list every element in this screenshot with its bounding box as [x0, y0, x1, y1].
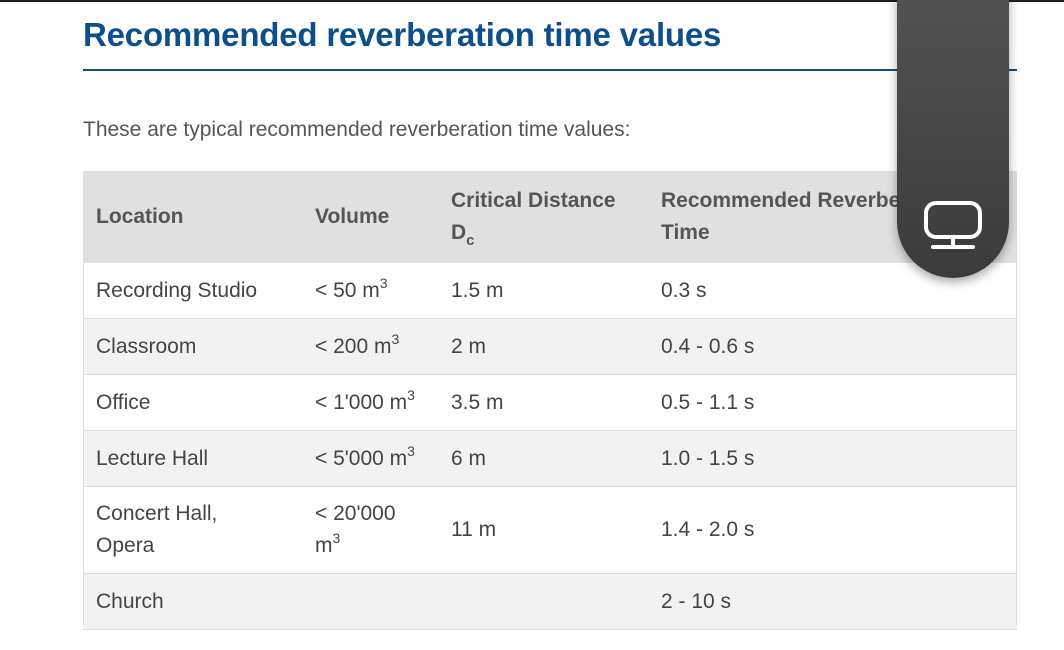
cell-location: Recording Studio: [83, 263, 302, 319]
table-header-row: Location Volume Critical Distance Dc Reco…: [83, 171, 1017, 263]
header-volume: Volume: [302, 171, 438, 263]
cell-distance: [438, 573, 648, 630]
cell-volume: < 1'000 m3: [302, 374, 438, 431]
floating-screen-toggle[interactable]: [897, 0, 1009, 278]
cell-location: Church: [83, 573, 302, 630]
title-divider: [83, 69, 1017, 71]
cell-volume: [302, 573, 438, 630]
cell-volume: < 50 m3: [302, 263, 438, 319]
cell-time: 1.0 - 1.5 s: [648, 430, 1017, 487]
table-row: Recording Studio < 50 m3 1.5 m 0.3 s: [83, 263, 1017, 319]
reverberation-table: Location Volume Critical Distance Dc Reco…: [83, 171, 1017, 630]
table-row: Office < 1'000 m3 3.5 m 0.5 - 1.1 s: [83, 374, 1017, 431]
cell-distance: 1.5 m: [438, 263, 648, 319]
top-edge-line: [0, 0, 1064, 2]
intro-text: These are typical recommended reverberat…: [83, 118, 631, 141]
screen-icon: [924, 201, 982, 249]
table-row: Lecture Hall < 5'000 m3 6 m 1.0 - 1.5 s: [83, 430, 1017, 487]
cell-volume: < 20'000 m3: [302, 486, 438, 574]
cell-time: 2 - 10 s: [648, 573, 1017, 630]
table-row: Church 2 - 10 s: [83, 573, 1017, 630]
header-critical-distance: Critical Distance Dc: [438, 171, 648, 263]
cell-time: 0.4 - 0.6 s: [648, 318, 1017, 375]
header-location: Location: [83, 171, 302, 263]
cell-distance: 11 m: [438, 486, 648, 574]
cell-location: Concert Hall, Opera: [83, 486, 302, 574]
table-row: Concert Hall, Opera < 20'000 m3 11 m 1.4 -…: [83, 486, 1017, 574]
cell-distance: 2 m: [438, 318, 648, 375]
cell-distance: 3.5 m: [438, 374, 648, 431]
table-row: Classroom < 200 m3 2 m 0.4 - 0.6 s: [83, 318, 1017, 375]
cell-time: 0.5 - 1.1 s: [648, 374, 1017, 431]
cell-location: Classroom: [83, 318, 302, 375]
page-title: Recommended reverberation time values: [83, 16, 722, 53]
cell-location: Lecture Hall: [83, 430, 302, 487]
cell-volume: < 200 m3: [302, 318, 438, 375]
cell-location: Office: [83, 374, 302, 431]
cell-distance: 6 m: [438, 430, 648, 487]
cell-time: 1.4 - 2.0 s: [648, 486, 1017, 574]
cell-volume: < 5'000 m3: [302, 430, 438, 487]
